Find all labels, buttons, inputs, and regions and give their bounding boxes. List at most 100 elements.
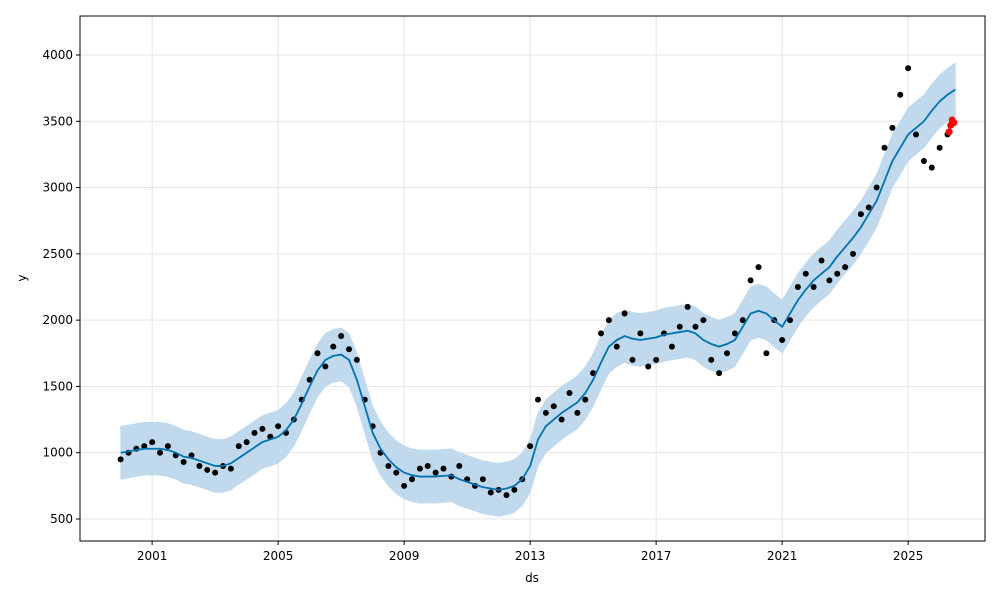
observed-point bbox=[905, 65, 912, 72]
observed-point bbox=[306, 376, 313, 383]
observed-point bbox=[826, 277, 833, 284]
observed-point bbox=[605, 317, 612, 324]
observed-point bbox=[668, 343, 675, 350]
observed-point bbox=[235, 443, 242, 450]
observed-point bbox=[401, 482, 408, 489]
observed-point bbox=[920, 158, 927, 165]
observed-point bbox=[598, 330, 605, 337]
observed-point bbox=[936, 144, 943, 151]
observed-point bbox=[897, 91, 904, 98]
observed-point bbox=[157, 449, 164, 456]
axes-frame bbox=[79, 15, 986, 542]
observed-point bbox=[314, 350, 321, 357]
observed-point bbox=[251, 429, 258, 436]
observed-point bbox=[889, 124, 896, 131]
observed-point bbox=[204, 466, 211, 473]
observed-point bbox=[330, 343, 337, 350]
y-tick-label: 2000 bbox=[42, 313, 73, 327]
observed-point bbox=[928, 164, 935, 171]
observed-point bbox=[755, 264, 762, 271]
observed-point bbox=[645, 363, 652, 370]
observed-point bbox=[818, 257, 825, 264]
observed-point bbox=[834, 270, 841, 277]
observed-point bbox=[873, 184, 880, 191]
actual-point bbox=[945, 128, 953, 136]
observed-point bbox=[574, 409, 581, 416]
y-tick-label: 3000 bbox=[42, 181, 73, 195]
observed-point bbox=[779, 337, 786, 344]
observed-point bbox=[440, 465, 447, 472]
observed-point bbox=[629, 356, 636, 363]
observed-point bbox=[739, 317, 746, 324]
observed-point bbox=[810, 283, 817, 290]
observed-point bbox=[196, 462, 203, 469]
observed-point bbox=[275, 423, 282, 430]
observed-point bbox=[731, 330, 738, 337]
y-tick-label: 2500 bbox=[42, 247, 73, 261]
x-tick-label: 2021 bbox=[767, 549, 798, 563]
y-axis-label: y bbox=[15, 274, 29, 281]
observed-point bbox=[558, 416, 565, 423]
observed-point bbox=[850, 250, 857, 257]
observed-point bbox=[787, 317, 794, 324]
observed-point bbox=[393, 469, 400, 476]
observed-point bbox=[338, 333, 345, 340]
observed-point bbox=[621, 310, 628, 317]
observed-point bbox=[842, 264, 849, 271]
x-tick-label: 2013 bbox=[515, 549, 546, 563]
y-tick-label: 3500 bbox=[42, 114, 73, 128]
observed-point bbox=[117, 456, 124, 463]
observed-point bbox=[227, 465, 234, 472]
x-tick-label: 2005 bbox=[263, 549, 294, 563]
ticks: 2001 2005 2009 2013 2017 2021 2025 500 1000 1500 2… bbox=[42, 48, 923, 563]
actual-point bbox=[950, 119, 958, 127]
observed-point bbox=[637, 330, 644, 337]
observed-point bbox=[424, 462, 431, 469]
observed-point bbox=[684, 303, 691, 310]
observed-point bbox=[416, 465, 423, 472]
observed-point bbox=[716, 370, 723, 377]
x-tick-label: 2025 bbox=[893, 549, 924, 563]
observed-point bbox=[353, 356, 360, 363]
observed-point bbox=[243, 439, 250, 446]
observed-point bbox=[432, 469, 439, 476]
y-tick-label: 1000 bbox=[42, 446, 73, 460]
observed-point bbox=[857, 211, 864, 218]
observed-point bbox=[708, 356, 715, 363]
observed-point bbox=[164, 443, 171, 450]
observed-point bbox=[527, 443, 534, 450]
observed-point bbox=[259, 425, 266, 432]
observed-point bbox=[346, 346, 353, 353]
observed-point bbox=[676, 323, 683, 330]
observed-point bbox=[613, 343, 620, 350]
forecast-line bbox=[120, 88, 956, 491]
observed-point bbox=[550, 403, 557, 410]
observed-point bbox=[322, 363, 329, 370]
observed-point bbox=[535, 396, 542, 403]
x-axis-label: ds bbox=[525, 571, 539, 585]
observed-point bbox=[385, 462, 392, 469]
observed-point bbox=[692, 323, 699, 330]
observed-point bbox=[802, 270, 809, 277]
observed-point bbox=[913, 131, 920, 138]
observed-point bbox=[141, 443, 148, 450]
observed-point bbox=[212, 469, 219, 476]
observed-point bbox=[542, 409, 549, 416]
x-tick-label: 2017 bbox=[641, 549, 672, 563]
observed-point bbox=[653, 356, 660, 363]
observed-point bbox=[409, 476, 416, 483]
plot-area bbox=[117, 62, 958, 517]
observed-point bbox=[566, 390, 573, 397]
observed-point bbox=[582, 396, 589, 403]
observed-point bbox=[180, 458, 187, 465]
observed-point bbox=[700, 317, 707, 324]
observed-point bbox=[503, 492, 510, 499]
y-tick-label: 1500 bbox=[42, 379, 73, 393]
x-tick-label: 2001 bbox=[137, 549, 168, 563]
y-tick-label: 4000 bbox=[42, 48, 73, 62]
observed-point bbox=[479, 476, 486, 483]
observed-point bbox=[724, 350, 731, 357]
observed-point bbox=[747, 277, 754, 284]
y-tick-label: 500 bbox=[50, 512, 73, 526]
